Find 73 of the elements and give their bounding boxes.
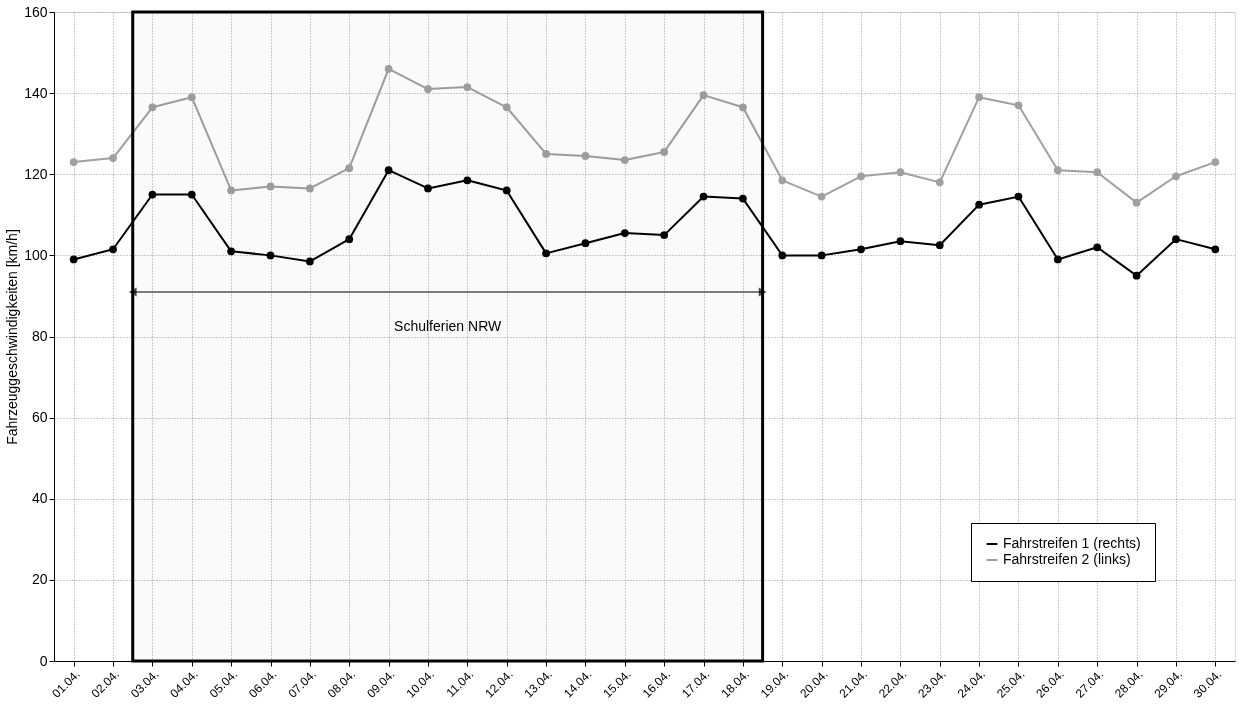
point [739,194,747,203]
point [463,83,472,91]
point [69,158,78,166]
point [817,251,826,260]
point [1093,243,1102,252]
point [581,239,590,248]
point [935,178,944,187]
point [1053,166,1062,175]
point [817,192,826,201]
point [1211,158,1220,166]
point [345,164,354,173]
point [266,182,275,191]
point [266,251,275,260]
y-tick-label: 0 [39,652,48,669]
point [1132,198,1141,207]
point [620,229,629,237]
y-tick-label: 100 [24,246,48,263]
point [1093,168,1102,177]
y-tick-label: 140 [24,84,48,101]
point [424,85,432,93]
point [857,245,865,254]
y-tick-label: 160 [24,3,48,20]
legend-label: Fahrstreifen 2 (links) [1003,551,1131,567]
point [660,231,669,239]
point [109,245,117,254]
band-label: Schulferien NRW [394,318,502,334]
point [1172,172,1180,181]
point [1172,235,1180,244]
point [857,172,865,181]
point [896,237,905,246]
point [542,150,550,158]
point [502,103,511,112]
point [896,168,905,177]
point [384,166,393,175]
y-tick-label: 80 [31,328,48,344]
point [699,192,708,201]
y-tick-label: 40 [31,490,48,507]
point [148,103,157,112]
point [660,148,669,156]
point [542,249,550,258]
point [935,241,944,250]
y-axis-title: Fahrzeuggeschwindigkeiten [km/h] [4,229,21,445]
y-tick-label: 60 [31,409,48,426]
point [699,91,708,100]
point [1014,192,1023,201]
point [227,186,236,195]
point [1014,101,1023,110]
point [306,184,314,193]
point [739,103,747,112]
point [187,190,196,199]
y-tick-label: 20 [31,571,48,588]
point [463,176,472,185]
point [1132,271,1141,280]
point [1211,245,1220,254]
point [69,255,78,264]
point [975,200,983,209]
point [424,184,432,193]
point [975,93,983,102]
point [148,190,157,199]
point [581,152,590,160]
legend-label: Fahrstreifen 1 (rechts) [1003,535,1141,551]
point [306,257,314,266]
point [187,93,196,102]
point [109,154,117,162]
point [345,235,354,244]
point [502,186,511,195]
point [384,64,393,73]
point [778,251,787,260]
point [1053,255,1062,264]
point [227,247,236,256]
point [778,176,787,185]
y-tick-label: 120 [24,165,48,182]
point [620,156,629,164]
